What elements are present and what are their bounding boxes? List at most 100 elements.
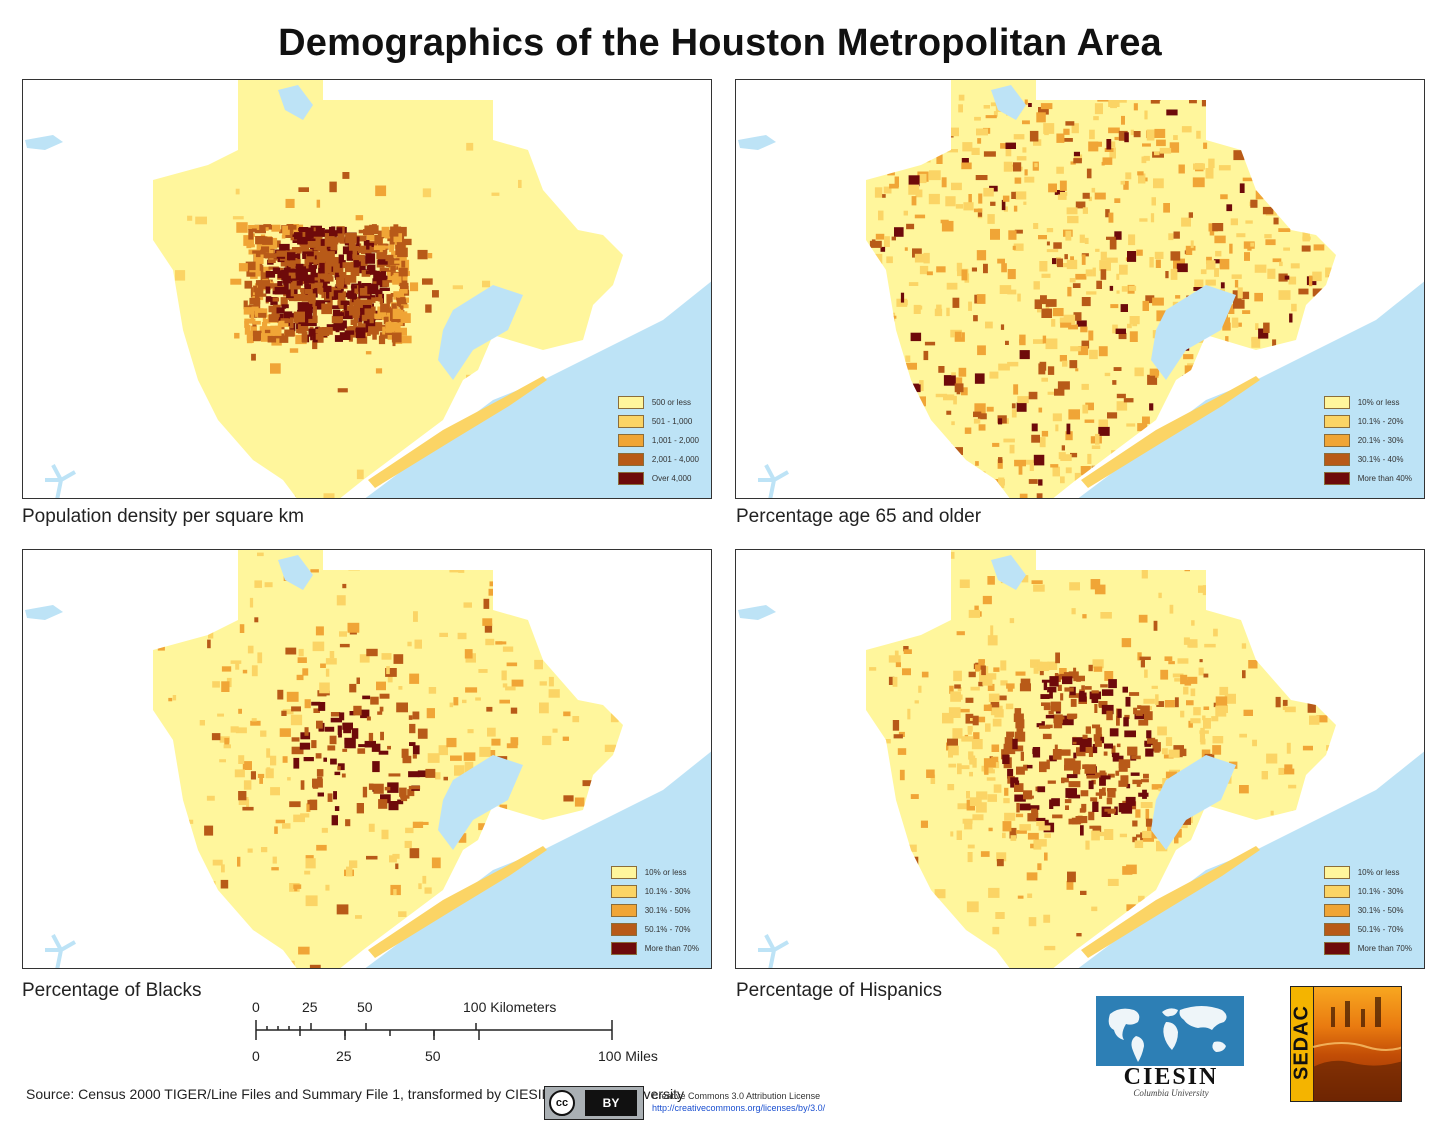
- census-tract: [1013, 205, 1018, 212]
- census-tract: [952, 297, 960, 308]
- census-tract: [952, 447, 963, 455]
- census-tract: [266, 767, 271, 775]
- census-tract: [413, 611, 418, 622]
- census-tract: [1320, 143, 1326, 148]
- census-tract: [317, 287, 324, 294]
- census-tract: [975, 175, 988, 181]
- census-tract: [191, 576, 197, 585]
- census-tract: [968, 751, 974, 760]
- census-tract: [1098, 346, 1108, 357]
- map-legend: 10% or less 10.1% - 30% 30.1% - 50% 50.1…: [610, 863, 699, 958]
- census-tract: [1114, 198, 1121, 203]
- census-tract: [950, 831, 954, 837]
- census-tract: [1201, 96, 1209, 107]
- census-tract: [323, 273, 328, 281]
- census-tract: [1091, 830, 1100, 841]
- census-tract: [187, 870, 194, 882]
- census-tract: [329, 651, 335, 659]
- census-tract: [902, 668, 911, 676]
- census-tract: [320, 663, 326, 668]
- census-tract: [1019, 350, 1030, 360]
- census-tract: [1071, 817, 1081, 825]
- census-tract: [1121, 115, 1125, 125]
- census-tract: [284, 257, 290, 268]
- census-tract: [307, 233, 312, 244]
- census-tract: [1019, 334, 1026, 346]
- census-tract: [866, 276, 867, 285]
- census-tract: [1023, 790, 1033, 800]
- census-tract: [963, 202, 974, 211]
- census-tract: [399, 305, 404, 310]
- census-tract: [221, 681, 230, 692]
- census-tract: [1283, 82, 1296, 93]
- age-65-map-icon: [738, 80, 1424, 498]
- census-tract: [872, 123, 880, 128]
- census-tract: [398, 267, 408, 277]
- census-tract: [315, 333, 321, 340]
- census-tract: [1156, 310, 1167, 322]
- map-panel-blacks[interactable]: 10% or less 10.1% - 30% 30.1% - 50% 50.1…: [22, 549, 712, 969]
- census-tract: [1124, 730, 1136, 738]
- census-tract: [388, 773, 401, 777]
- census-tract: [312, 641, 325, 652]
- census-tract: [1324, 327, 1330, 333]
- map-panel-hispanics[interactable]: 10% or less 10.1% - 30% 30.1% - 50% 50.1…: [735, 549, 1425, 969]
- census-tract: [968, 609, 980, 618]
- census-tract: [534, 659, 543, 670]
- census-tract: [1189, 855, 1201, 863]
- census-tract: [1016, 156, 1027, 161]
- census-tract: [984, 673, 997, 680]
- census-tract: [402, 273, 408, 281]
- license-link[interactable]: http://creativecommons.org/licenses/by/3…: [652, 1103, 826, 1113]
- census-tract: [919, 926, 929, 934]
- census-tract: [316, 282, 320, 287]
- census-tract: [1116, 290, 1120, 294]
- census-tract: [1079, 234, 1085, 243]
- census-tract: [1126, 423, 1136, 427]
- census-tract: [401, 304, 409, 309]
- census-tract: [894, 227, 904, 237]
- census-tract: [212, 908, 220, 916]
- census-tract: [965, 697, 974, 703]
- census-tract: [311, 701, 321, 706]
- census-tract: [373, 270, 383, 280]
- census-tract: [951, 421, 955, 426]
- map-panel-age-65[interactable]: 10% or less 10.1% - 20% 20.1% - 30% 30.1…: [735, 79, 1425, 499]
- census-tract: [917, 580, 924, 585]
- creative-commons-badge[interactable]: cc BY: [544, 1086, 644, 1120]
- census-tract: [254, 293, 260, 304]
- census-tract: [1052, 258, 1057, 265]
- census-tract: [363, 241, 368, 246]
- census-tract: [285, 198, 295, 208]
- census-tract: [390, 265, 396, 272]
- census-tract: [1057, 684, 1062, 691]
- census-tract: [168, 697, 173, 702]
- census-tract: [880, 416, 889, 422]
- census-tract: [1254, 292, 1263, 302]
- map-panel-population-density[interactable]: 500 or less 501 - 1,000 1,001 - 2,000 2,…: [22, 79, 712, 499]
- census-tract: [356, 335, 368, 344]
- census-tract: [1048, 710, 1054, 715]
- census-tract: [301, 331, 308, 343]
- census-tract: [1084, 686, 1092, 690]
- license-text: Creative Commons 3.0 Attribution License…: [652, 1090, 825, 1114]
- census-tract: [869, 240, 882, 248]
- census-tract: [908, 184, 920, 195]
- census-tract: [267, 335, 277, 343]
- census-tract: [996, 695, 1007, 701]
- census-tract: [386, 296, 391, 305]
- census-tract: [313, 708, 320, 713]
- census-tract: [205, 881, 216, 887]
- census-tract: [299, 227, 309, 232]
- census-tract: [342, 172, 350, 179]
- census-tract: [1052, 466, 1060, 477]
- census-tract: [964, 427, 972, 434]
- census-tract: [1091, 906, 1098, 912]
- legend-label: Over 4,000: [651, 474, 692, 483]
- census-tract: [1272, 339, 1277, 348]
- census-tract: [1093, 734, 1103, 742]
- census-tract: [301, 242, 309, 252]
- census-tract: [998, 418, 1003, 425]
- census-tract: [366, 855, 378, 860]
- census-tract: [973, 208, 983, 213]
